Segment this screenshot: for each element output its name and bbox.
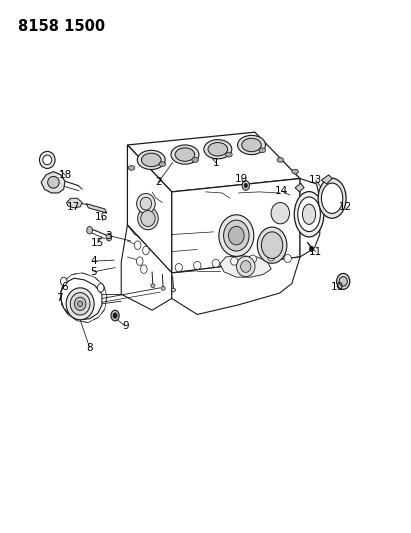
- Ellipse shape: [140, 197, 152, 210]
- Ellipse shape: [48, 176, 59, 188]
- Circle shape: [97, 284, 104, 292]
- Ellipse shape: [141, 211, 155, 227]
- Ellipse shape: [159, 162, 166, 167]
- Text: 4: 4: [90, 256, 97, 266]
- Circle shape: [136, 257, 143, 265]
- Text: 3: 3: [106, 231, 112, 240]
- Ellipse shape: [136, 193, 155, 214]
- Ellipse shape: [339, 277, 347, 286]
- Text: 9: 9: [122, 321, 129, 331]
- Ellipse shape: [231, 257, 238, 265]
- Ellipse shape: [161, 287, 165, 290]
- Polygon shape: [121, 225, 172, 310]
- Polygon shape: [172, 257, 300, 314]
- Text: 18: 18: [58, 170, 72, 180]
- Ellipse shape: [175, 148, 195, 161]
- Polygon shape: [220, 256, 271, 277]
- Ellipse shape: [257, 227, 287, 263]
- Ellipse shape: [294, 192, 324, 237]
- Ellipse shape: [321, 183, 343, 213]
- Ellipse shape: [249, 255, 256, 263]
- Ellipse shape: [259, 148, 266, 153]
- Ellipse shape: [43, 155, 52, 165]
- Ellipse shape: [141, 153, 161, 167]
- Ellipse shape: [175, 263, 182, 271]
- Ellipse shape: [236, 256, 255, 277]
- Text: 13: 13: [309, 175, 322, 185]
- Polygon shape: [172, 179, 300, 273]
- Circle shape: [143, 246, 149, 255]
- Text: 8158 1500: 8158 1500: [18, 19, 106, 34]
- Ellipse shape: [271, 203, 290, 224]
- Text: 16: 16: [95, 213, 109, 222]
- Polygon shape: [300, 179, 320, 257]
- Circle shape: [141, 265, 147, 273]
- Text: 11: 11: [309, 247, 322, 256]
- Ellipse shape: [39, 151, 55, 168]
- Text: 7: 7: [56, 294, 63, 303]
- Ellipse shape: [229, 226, 244, 245]
- Text: 17: 17: [67, 202, 80, 212]
- Ellipse shape: [171, 288, 175, 292]
- Polygon shape: [86, 204, 107, 213]
- Text: 10: 10: [330, 282, 344, 292]
- Ellipse shape: [240, 261, 251, 272]
- Ellipse shape: [261, 232, 283, 259]
- Circle shape: [309, 246, 314, 252]
- Text: 12: 12: [339, 202, 352, 212]
- Ellipse shape: [268, 253, 275, 261]
- Text: 2: 2: [155, 177, 162, 187]
- Ellipse shape: [137, 150, 165, 169]
- Ellipse shape: [226, 152, 232, 157]
- Ellipse shape: [298, 197, 321, 231]
- Ellipse shape: [171, 145, 199, 164]
- Ellipse shape: [192, 158, 199, 163]
- Ellipse shape: [284, 255, 291, 263]
- Text: 5: 5: [90, 267, 97, 277]
- Polygon shape: [321, 175, 332, 184]
- Circle shape: [106, 233, 112, 241]
- Circle shape: [244, 183, 247, 188]
- Circle shape: [242, 181, 249, 190]
- Ellipse shape: [66, 288, 94, 320]
- Circle shape: [87, 227, 92, 234]
- Text: 14: 14: [275, 186, 288, 196]
- Polygon shape: [127, 132, 300, 192]
- Ellipse shape: [204, 140, 232, 159]
- Text: 15: 15: [91, 238, 104, 247]
- Polygon shape: [127, 145, 172, 273]
- Text: 1: 1: [212, 158, 219, 167]
- Ellipse shape: [337, 273, 350, 289]
- Circle shape: [111, 310, 119, 321]
- Ellipse shape: [128, 165, 135, 171]
- Ellipse shape: [70, 293, 90, 315]
- Ellipse shape: [302, 204, 316, 224]
- Ellipse shape: [277, 158, 284, 163]
- Polygon shape: [295, 183, 304, 192]
- Ellipse shape: [194, 262, 201, 270]
- Circle shape: [113, 313, 117, 318]
- Ellipse shape: [212, 260, 219, 268]
- Ellipse shape: [74, 297, 86, 310]
- Text: 8: 8: [86, 343, 93, 352]
- Ellipse shape: [224, 220, 249, 251]
- Circle shape: [134, 241, 141, 249]
- Ellipse shape: [138, 207, 158, 230]
- Text: 19: 19: [235, 174, 248, 183]
- Ellipse shape: [208, 142, 228, 156]
- Polygon shape: [67, 198, 82, 208]
- Ellipse shape: [78, 301, 83, 306]
- Ellipse shape: [238, 135, 266, 155]
- Ellipse shape: [242, 138, 261, 152]
- Polygon shape: [61, 278, 102, 320]
- Text: 6: 6: [62, 282, 68, 292]
- Ellipse shape: [318, 178, 346, 219]
- Polygon shape: [41, 172, 65, 193]
- Ellipse shape: [151, 284, 155, 288]
- Circle shape: [60, 277, 67, 286]
- Ellipse shape: [292, 169, 298, 174]
- Ellipse shape: [219, 215, 254, 256]
